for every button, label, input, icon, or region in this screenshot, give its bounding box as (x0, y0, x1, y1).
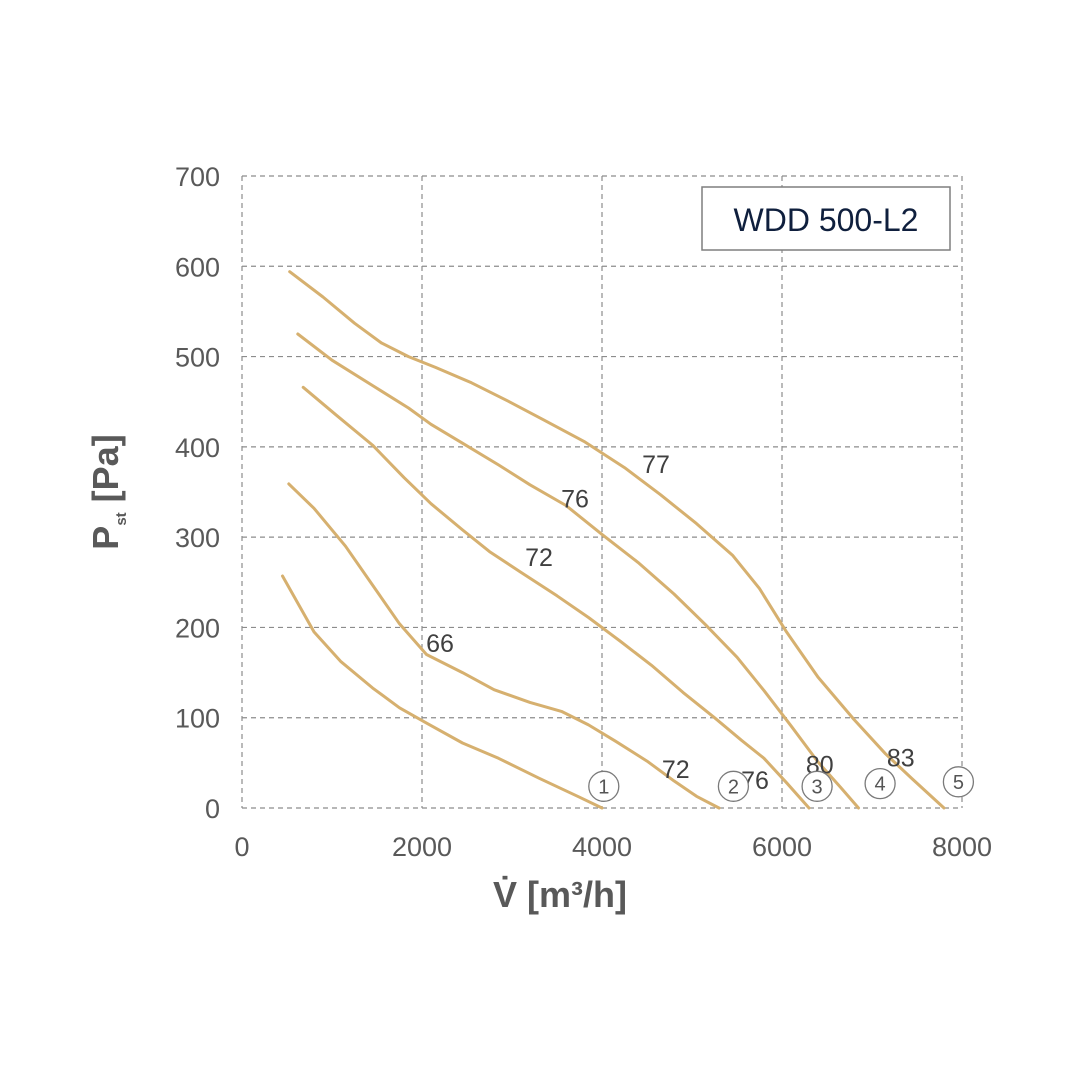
y-tick-label: 0 (205, 794, 220, 824)
curve-marker-3: 3 (801, 770, 833, 802)
series-line-1 (281, 574, 604, 810)
marker-number: 5 (953, 772, 964, 794)
x-tick-label: 6000 (752, 832, 812, 862)
title-box: WDD 500-L2 (701, 186, 951, 251)
marker-number: 4 (875, 774, 886, 796)
curve-label: 72 (662, 756, 690, 784)
marker-circle (588, 770, 620, 802)
x-tick-label: 8000 (932, 832, 992, 862)
series-lines (281, 270, 946, 810)
curve-label: 66 (426, 630, 454, 658)
y-axis-label-sub: st (113, 512, 130, 525)
curve-marker-1: 1 (588, 770, 620, 802)
chart-title: WDD 500-L2 (734, 202, 919, 238)
x-tick-label: 0 (234, 832, 249, 862)
curve-markers: 1 2 3 4 5 (588, 766, 975, 802)
x-tick-label: 2000 (392, 832, 452, 862)
y-tick-label: 700 (175, 162, 220, 192)
series-line-4 (296, 332, 860, 810)
y-axis-label-main: P (85, 526, 126, 550)
marker-number: 3 (812, 776, 823, 798)
x-tick-label: 4000 (572, 832, 632, 862)
series-line-2 (287, 482, 721, 810)
y-tick-label: 300 (175, 523, 220, 553)
curve-marker-4: 4 (864, 767, 896, 800)
y-tick-label: 200 (175, 613, 220, 643)
series-line-3 (301, 385, 811, 810)
x-axis-label-text: V̇ [m³/h] (493, 874, 627, 915)
y-tick-label: 400 (175, 433, 220, 463)
y-tick-label: 500 (175, 343, 220, 373)
y-tick-label: 600 (175, 252, 220, 282)
grid (241, 175, 963, 809)
marker-circle (717, 770, 750, 802)
marker-number: 1 (598, 776, 609, 798)
y-axis-label: Pst [Pa] (85, 434, 130, 549)
marker-circle (801, 770, 833, 802)
series-line-5 (288, 270, 946, 810)
svg-text:Pst [Pa]: Pst [Pa] (85, 434, 130, 549)
curve-label: 77 (642, 451, 670, 479)
marker-circle (942, 766, 975, 798)
x-axis-label: V̇ [m³/h] (493, 874, 627, 915)
curve-marker-2: 2 (717, 770, 750, 802)
curve-marker-5: 5 (942, 766, 975, 798)
axis-ticks: 0 2000 4000 6000 8000 0 100 200 300 400 500 600 700 (175, 162, 992, 862)
y-axis-label-unit: [Pa] (85, 434, 126, 512)
curve-label: 76 (561, 485, 589, 513)
curve-label: 72 (525, 544, 553, 572)
marker-circle (864, 767, 896, 800)
y-tick-label: 100 (175, 704, 220, 734)
curve-label: 83 (887, 744, 915, 772)
marker-number: 2 (728, 776, 739, 798)
